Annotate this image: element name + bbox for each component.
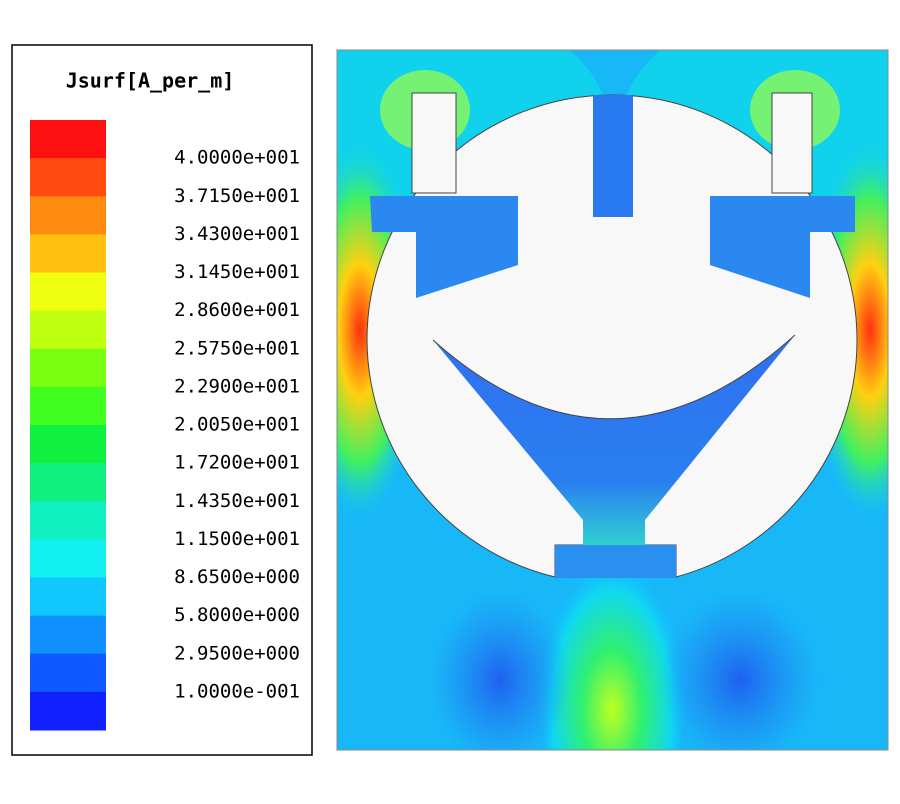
- legend-label: 2.9500e+000: [174, 642, 300, 664]
- legend-label: 3.4300e+001: [174, 223, 300, 245]
- legend-band: [30, 234, 106, 273]
- legend-label: 4.0000e+001: [174, 147, 300, 169]
- legend-band: [30, 120, 106, 159]
- legend-label: 2.0050e+001: [174, 414, 300, 436]
- field-frame: [336, 49, 889, 751]
- legend-band: [30, 653, 106, 693]
- legend-label: 3.7150e+001: [174, 185, 300, 207]
- legend-band: [30, 310, 106, 350]
- legend-label: 8.6500e+000: [174, 566, 300, 588]
- legend-label: 2.5750e+001: [174, 337, 300, 359]
- legend-band: [30, 348, 106, 388]
- legend-label: 1.1500e+001: [174, 528, 300, 550]
- legend-label: 2.2900e+001: [174, 375, 300, 397]
- legend-band: [30, 386, 106, 426]
- legend-label: 2.8600e+001: [174, 299, 300, 321]
- legend-label: 1.0000e-001: [174, 680, 300, 702]
- legend-label: 1.4350e+001: [174, 490, 300, 512]
- legend-band: [30, 463, 106, 502]
- legend-band: [30, 539, 106, 578]
- field-plot: [337, 50, 888, 750]
- legend-band: [30, 425, 106, 464]
- legend-band: [30, 501, 106, 540]
- legend-label: 5.8000e+000: [174, 604, 300, 626]
- legend-band: [30, 691, 106, 731]
- legend-label: 1.7200e+001: [174, 452, 300, 474]
- legend-band: [30, 158, 106, 197]
- legend-band: [30, 196, 106, 235]
- legend-band: [30, 615, 106, 655]
- legend-title: Jsurf[A_per_m]: [66, 69, 235, 93]
- legend-band: [30, 272, 106, 312]
- legend-band: [30, 577, 106, 617]
- legend-label: 3.1450e+001: [174, 261, 300, 283]
